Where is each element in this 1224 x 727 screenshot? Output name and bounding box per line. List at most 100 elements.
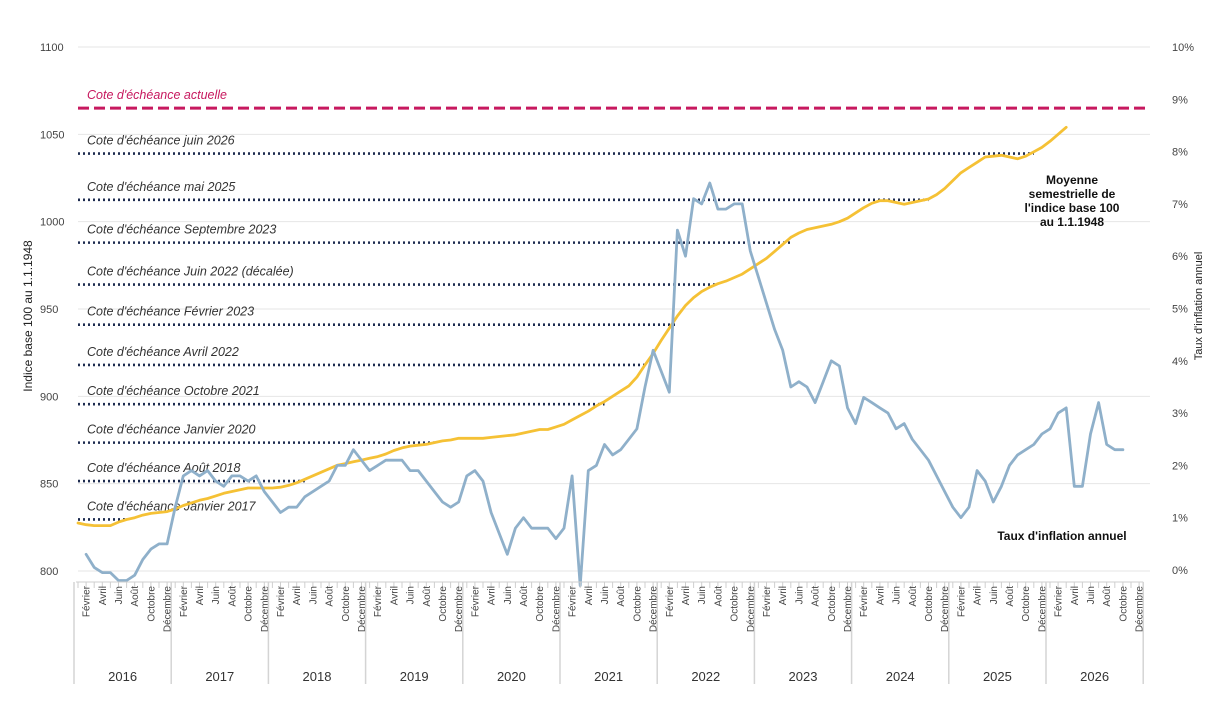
month-label: Juin [1086,586,1097,604]
y2-tick-label: 7% [1172,199,1188,211]
month-label: Février [470,585,481,617]
y-tick-label: 850 [40,479,58,491]
month-label: Février [956,585,967,617]
month-label: Août [811,586,822,607]
month-label: Août [519,586,530,607]
year-label: 2018 [303,669,332,684]
month-label: Avril [195,586,206,605]
month-label: Décembre [940,586,951,633]
month-label: Août [130,586,141,607]
month-label: Décembre [843,586,854,633]
month-label: Juin [794,586,805,604]
month-label: Avril [389,586,400,605]
reference-line-label: Cote d'échéance Août 2018 [87,461,240,475]
year-label: 2024 [886,669,915,684]
month-label: Août [422,586,433,607]
y-tick-label: 1100 [40,42,64,54]
reference-line-label: Cote d'échéance Octobre 2021 [87,384,260,398]
month-label: Octobre [438,586,449,622]
month-label: Août [616,586,627,607]
month-label: Juin [989,586,1000,604]
month-label: Octobre [146,586,157,622]
month-label: Décembre [163,586,174,633]
month-label: Octobre [1021,586,1032,622]
month-label: Octobre [341,586,352,622]
month-label: Août [713,586,724,607]
y-tick-label: 900 [40,391,58,403]
inflation-annotation-line: Taux d'inflation annuel [997,529,1126,543]
y2-tick-label: 8% [1172,147,1188,159]
reference-line-label: Cote d'échéance juin 2026 [87,134,235,148]
month-label: Février [373,585,384,617]
index-annotation-line: l'indice base 100 [1025,201,1120,215]
month-label: Juin [114,586,125,604]
y2-tick-label: 3% [1172,408,1188,420]
month-label: Décembre [1037,586,1048,633]
y2-tick-label: 6% [1172,251,1188,263]
series-lines [76,125,1125,588]
reference-line-label: Cote d'échéance Janvier 2017 [87,499,257,513]
month-label: Juin [211,586,222,604]
month-label: Avril [1070,586,1081,605]
month-label: Décembre [1135,586,1146,633]
axes: 800 850 900 950 1000 1050 1100 0% 1% 2% 3% 4% 5% 6% 7%… [21,42,1205,578]
month-label: Octobre [924,586,935,622]
reference-line-label: Cote d'échéance actuelle [87,88,227,102]
reference-line-label: Cote d'échéance Juin 2022 (décalée) [87,265,294,279]
month-label: Octobre [632,586,643,622]
y-tick-label: 1000 [40,217,64,229]
year-label: 2021 [594,669,623,684]
y-tick-label: 1050 [40,129,64,141]
y2-tick-label: 5% [1172,304,1188,316]
reference-lines: Cote d'échéance actuelle Cote d'échéance … [78,88,1150,521]
month-label: Août [1102,586,1113,607]
month-label: Février [665,585,676,617]
year-label: 2026 [1080,669,1109,684]
month-label: Août [325,586,336,607]
month-label: Février [179,585,190,617]
month-label: Avril [681,586,692,605]
month-label: Avril [778,586,789,605]
month-label: Juin [697,586,708,604]
month-label: Juin [406,586,417,604]
month-label: Février [1054,585,1065,617]
y2-tick-label: 4% [1172,356,1188,368]
year-label: 2019 [400,669,429,684]
month-label: Février [276,585,287,617]
month-label: Août [227,586,238,607]
year-label: 2020 [497,669,526,684]
y2-tick-label: 10% [1172,42,1194,54]
month-label: Juin [600,586,611,604]
y2-tick-label: 0% [1172,565,1188,577]
month-label: Février [82,585,93,617]
year-label: 2016 [108,669,137,684]
index-series-line [76,125,1068,527]
reference-line-label: Cote d'échéance Avril 2022 [87,345,239,359]
month-label: Octobre [1118,586,1129,622]
index-annotation-line: Moyenne [1046,173,1098,187]
y-tick-label: 950 [40,304,58,316]
month-label: Octobre [730,586,741,622]
month-label: Avril [98,586,109,605]
y2-tick-label: 1% [1172,513,1188,525]
month-label: Juin [892,586,903,604]
month-label: Décembre [454,586,465,633]
month-label: Février [568,585,579,617]
month-label: Avril [973,586,984,605]
x-axis: Février Avril Juin Août Octobre Décembre Févri… [73,581,1146,684]
index-annotation-line: au 1.1.1948 [1040,215,1104,229]
month-label: Juin [308,586,319,604]
month-label: Février [859,585,870,617]
reference-line-label: Cote d'échéance Janvier 2020 [87,423,256,437]
month-label: Avril [292,586,303,605]
y2-tick-label: 2% [1172,460,1188,472]
year-label: 2023 [789,669,818,684]
month-label: Avril [584,586,595,605]
month-label: Décembre [649,586,660,633]
month-label: Décembre [260,586,271,633]
inflation-series-line [84,181,1125,588]
year-label: 2025 [983,669,1012,684]
month-label: Avril [875,586,886,605]
